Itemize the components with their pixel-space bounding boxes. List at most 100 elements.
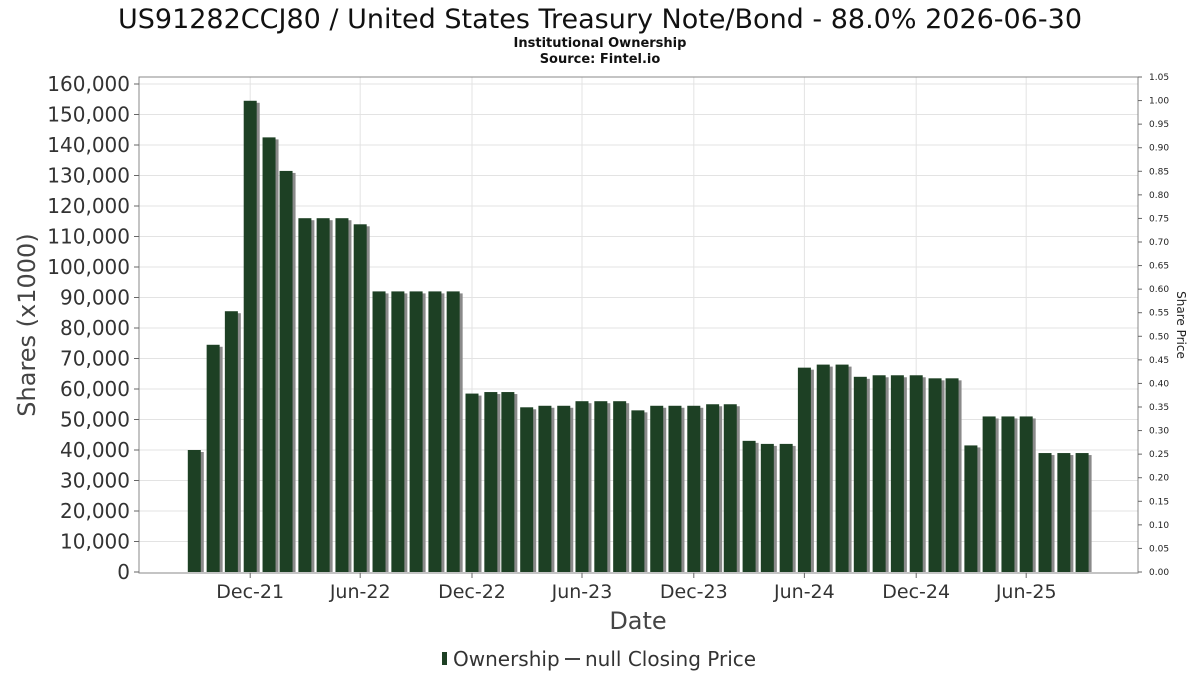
ownership-bar	[668, 405, 682, 572]
y-tick-label: 60,000	[60, 377, 130, 401]
ownership-bar	[224, 311, 238, 572]
ownership-bar	[428, 291, 442, 572]
chart-subtitle: Institutional Ownership	[514, 36, 687, 51]
ownership-bar	[964, 445, 978, 572]
ownership-bar	[797, 367, 811, 572]
y-tick-label: 70,000	[60, 347, 130, 371]
x-tick-label: Jun-25	[995, 581, 1057, 603]
ownership-bar	[760, 443, 774, 572]
x-tick-label: Dec-23	[660, 581, 728, 603]
y-tick-label: 150,000	[47, 103, 130, 127]
ownership-bar	[650, 405, 664, 572]
y2-tick-label: 0.30	[1149, 427, 1169, 437]
y-tick-label: 10,000	[60, 530, 130, 554]
legend-closing-price-label: null Closing Price	[585, 647, 756, 671]
y2-tick-label: 0.25	[1149, 450, 1169, 460]
ownership-bar	[262, 137, 276, 572]
ownership-bar	[779, 443, 793, 572]
y2-tick-label: 0.35	[1149, 403, 1169, 413]
y2-tick-label: 0.20	[1149, 474, 1169, 484]
ownership-bar	[1038, 453, 1052, 572]
y2-tick-label: 0.05	[1149, 544, 1169, 554]
ownership-bar	[446, 291, 460, 572]
ownership-bar	[372, 291, 386, 572]
ownership-bar	[909, 375, 923, 572]
ownership-bar	[723, 404, 737, 572]
y-tick-label: 80,000	[60, 316, 130, 340]
ownership-bar	[538, 405, 552, 572]
ownership-bar	[631, 410, 645, 572]
y-tick-label: 20,000	[60, 499, 130, 523]
y2-tick-label: 0.75	[1149, 214, 1169, 224]
ownership-bar	[484, 392, 498, 572]
ownership-bar	[575, 401, 589, 572]
chart-title: US91282CCJ80 / United States Treasury No…	[118, 4, 1082, 35]
y2-tick-label: 0.80	[1149, 191, 1169, 201]
ownership-bar	[465, 393, 479, 572]
ownership-bar	[316, 218, 330, 572]
plot-area	[138, 76, 1139, 574]
ownership-bar	[1075, 453, 1089, 572]
legend: Ownership null Closing Price	[442, 647, 756, 671]
y2-tick-label: 0.45	[1149, 356, 1169, 366]
ownership-bar	[835, 364, 849, 572]
secondary-y-axis-title: Share Price	[1174, 291, 1188, 359]
y-tick-label: 50,000	[60, 408, 130, 432]
y2-tick-label: 0.85	[1149, 167, 1169, 177]
ownership-bar	[742, 440, 756, 572]
y-tick-label: 100,000	[47, 255, 130, 279]
ownership-bar	[872, 375, 886, 572]
y-tick-label: 140,000	[47, 133, 130, 157]
y2-tick-label: 1.05	[1149, 73, 1169, 83]
ownership-bar	[279, 170, 293, 573]
y-axis-title: Shares (x1000)	[13, 233, 41, 416]
y2-tick-label: 0.00	[1149, 568, 1169, 578]
ownership-bar	[243, 100, 257, 573]
y-axis: 0 10,000 20,000 30,000 40,000 50,000 60,000 70,…	[47, 72, 139, 584]
ownership-bar	[945, 378, 959, 572]
bars	[187, 100, 1092, 573]
y-tick-label: 110,000	[47, 225, 130, 249]
ownership-bar	[391, 291, 405, 572]
ownership-bar	[298, 218, 312, 572]
y2-tick-label: 0.90	[1149, 144, 1169, 154]
ownership-bar	[1019, 416, 1033, 572]
x-tick-label: Jun-23	[551, 581, 613, 603]
ownership-bar	[520, 407, 534, 572]
y2-tick-label: 0.95	[1149, 120, 1169, 130]
ownership-bar	[1057, 453, 1071, 572]
y2-tick-label: 0.60	[1149, 285, 1169, 295]
y2-tick-label: 0.65	[1149, 262, 1169, 272]
ownership-bar	[335, 218, 349, 572]
y-tick-label: 90,000	[60, 286, 130, 310]
x-tick-label: Dec-21	[216, 581, 284, 603]
secondary-y-axis: 0.00 0.05 0.10 0.15 0.20 0.25 0.30 0.35 0.40 0.45…	[1138, 73, 1169, 578]
y-tick-label: 0	[117, 560, 130, 584]
y-tick-label: 120,000	[47, 194, 130, 218]
y-tick-label: 130,000	[47, 164, 130, 188]
x-tick-label: Dec-22	[438, 581, 506, 603]
y2-tick-label: 0.10	[1149, 521, 1169, 531]
ownership-bar	[706, 404, 720, 572]
x-axis: Dec-21 Jun-22 Dec-22 Jun-23 Dec-23 Jun-24 Dec-…	[216, 573, 1057, 603]
y-tick-label: 160,000	[47, 72, 130, 96]
ownership-bar	[353, 224, 367, 573]
ownership-bar	[557, 405, 571, 572]
ownership-bar	[187, 450, 201, 572]
y2-tick-label: 0.40	[1149, 379, 1169, 389]
ownership-bar	[409, 291, 423, 572]
y2-tick-label: 0.15	[1149, 497, 1169, 507]
ownership-bar	[982, 416, 996, 572]
ownership-bar	[928, 378, 942, 572]
legend-ownership-swatch	[442, 652, 447, 665]
ownership-bar	[890, 375, 904, 572]
y2-tick-label: 0.70	[1149, 238, 1169, 248]
y-tick-label: 40,000	[60, 438, 130, 462]
x-axis-title: Date	[609, 607, 666, 635]
y-tick-label: 30,000	[60, 469, 130, 493]
x-tick-label: Jun-22	[329, 581, 391, 603]
y2-tick-label: 0.50	[1149, 332, 1169, 342]
x-tick-label: Jun-24	[773, 581, 835, 603]
ownership-bar	[1001, 416, 1015, 572]
